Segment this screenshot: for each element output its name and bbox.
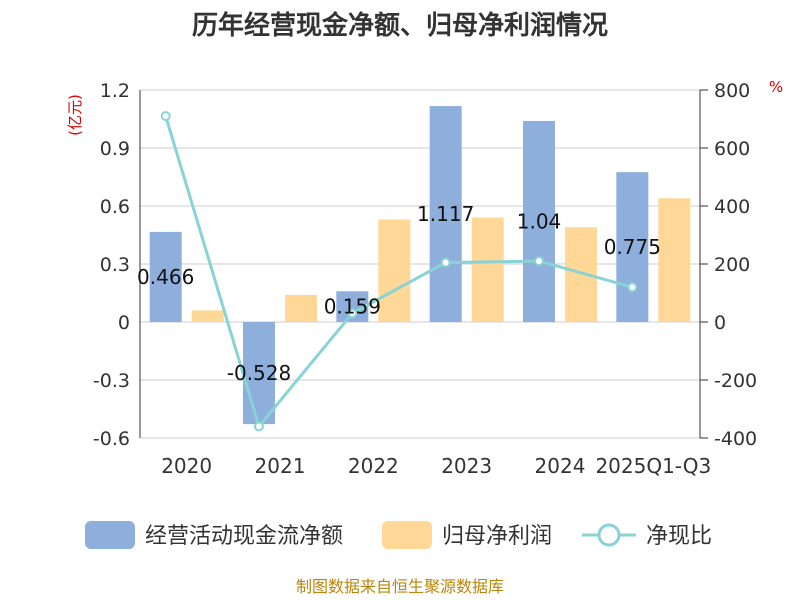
bar-netprofit[interactable] — [285, 294, 317, 322]
y-left-tick-label: 0.6 — [100, 196, 130, 218]
x-tick-label: 2025Q1-Q3 — [595, 454, 711, 478]
y-left-tick-label: -0.3 — [93, 370, 130, 392]
left-axis-unit: (亿元) — [66, 94, 84, 136]
right-axis-unit: % — [769, 78, 783, 96]
left-axis: 1.2 0.9 0.6 0.3 0 -0.3 -0.6 — [93, 80, 141, 450]
data-label-cashflow: 0.775 — [604, 235, 661, 259]
bar-netprofit[interactable] — [191, 310, 224, 322]
ratio-point[interactable] — [160, 111, 171, 122]
bar-netprofit[interactable] — [378, 219, 411, 322]
source-note: 制图数据来自恒生聚源数据库 — [296, 577, 504, 596]
y-right-tick-label: 600 — [714, 138, 750, 160]
bar-cashflow[interactable] — [149, 231, 182, 322]
legend-item-cashflow[interactable]: 经营活动现金流净额 — [85, 521, 343, 549]
y-right-tick-label: -200 — [714, 370, 757, 392]
ratio-series-line — [164, 115, 633, 430]
grid — [140, 89, 700, 439]
y-right-tick-label: 0 — [714, 312, 726, 334]
legend: 经营活动现金流净额 归母净利润 净现比 — [85, 521, 712, 549]
data-label-cashflow: -0.528 — [227, 361, 291, 385]
y-left-tick-label: 1.2 — [100, 80, 130, 102]
legend-label-netprofit: 归母净利润 — [442, 524, 552, 549]
y-right-tick-label: -400 — [714, 428, 757, 450]
legend-item-netprofit[interactable]: 归母净利润 — [382, 521, 552, 549]
chart-title: 历年经营现金净额、归母净利润情况 — [192, 10, 608, 41]
y-right-tick-label: 800 — [714, 80, 750, 102]
data-label-cashflow: 0.159 — [324, 295, 381, 319]
x-tick-label: 2020 — [161, 454, 212, 478]
data-label-cashflow: 1.117 — [417, 202, 474, 226]
right-axis: 800 600 400 200 0 -200 -400 — [699, 80, 757, 450]
bar-netprofit[interactable] — [658, 198, 691, 322]
data-label-cashflow: 1.04 — [517, 209, 562, 233]
ratio-point[interactable] — [254, 421, 264, 432]
bars — [149, 106, 691, 425]
ratio-point[interactable] — [534, 256, 544, 267]
legend-marker-ratio — [597, 523, 621, 547]
x-tick-label: 2024 — [535, 454, 586, 478]
x-tick-label: 2022 — [348, 454, 399, 478]
y-left-tick-label: 0.9 — [100, 138, 130, 160]
y-left-tick-label: -0.6 — [93, 428, 130, 450]
bar-cashflow[interactable] — [243, 322, 275, 425]
y-left-tick-label: 0.3 — [100, 254, 130, 276]
y-left-tick-label: 0 — [118, 312, 130, 334]
x-tick-label: 2021 — [255, 454, 306, 478]
y-right-tick-label: 200 — [714, 254, 750, 276]
bar-cashflow[interactable] — [523, 120, 555, 322]
legend-label-cashflow: 经营活动现金流净额 — [145, 524, 343, 549]
legend-item-ratio[interactable]: 净现比 — [582, 523, 712, 549]
ratio-point[interactable] — [627, 282, 638, 293]
ratio-point[interactable] — [347, 308, 358, 319]
legend-swatch-cashflow — [85, 521, 135, 549]
data-label-cashflow: 0.466 — [137, 265, 194, 289]
x-tick-label: 2023 — [441, 454, 492, 478]
legend-swatch-netprofit — [382, 521, 432, 549]
y-right-tick-label: 400 — [714, 196, 750, 218]
bar-cashflow[interactable] — [429, 106, 462, 323]
ratio-line — [160, 111, 638, 432]
data-labels: 0.466 -0.528 0.159 1.117 1.04 0.775 — [137, 202, 661, 385]
bar-netprofit[interactable] — [471, 217, 504, 322]
bar-cashflow[interactable] — [616, 172, 649, 322]
legend-label-ratio: 净现比 — [646, 524, 712, 549]
ratio-point[interactable] — [440, 257, 451, 268]
x-axis: 2020 2021 2022 2023 2024 2025Q1-Q3 — [161, 454, 711, 478]
